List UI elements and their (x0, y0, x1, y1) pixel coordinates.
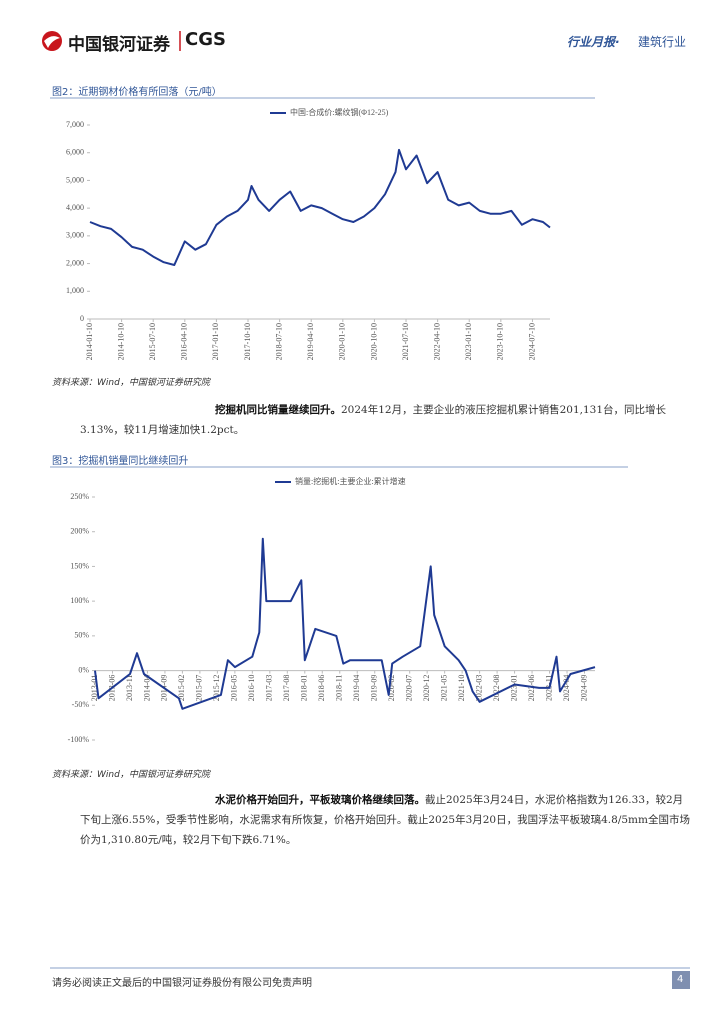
brand: 中国银河证券 (68, 35, 170, 55)
y-tick-label: 0 (80, 314, 84, 323)
x-tick-label: 2014-04 (142, 675, 151, 702)
paragraph: 挖掘机同比销量继续回升。2024年12月，主要企业的液压挖掘机累计销售201,1… (80, 400, 692, 440)
x-tick-label: 2018-01 (300, 675, 309, 702)
x-tick-label: 2016-04-10 (180, 323, 189, 360)
x-tick-label: 2021-07-10 (401, 323, 410, 360)
x-tick-label: 2020-10-10 (369, 323, 378, 360)
x-tick-label: 2023-01 (509, 675, 518, 702)
x-tick-label: 2023-01-10 (464, 323, 473, 360)
y-tick-label: -100% (68, 735, 90, 744)
x-tick-label: 2019-04-10 (306, 323, 315, 360)
data-line (94, 537, 596, 710)
x-tick-label: 2022-08 (492, 675, 501, 702)
source: 资料来源：Wind，中国银河证券研究院 (52, 378, 210, 388)
y-tick-label: 0% (78, 665, 89, 674)
x-tick-label: 2020-07 (405, 675, 414, 702)
x-tick-label: 2016-10 (247, 675, 256, 702)
page-box (672, 971, 690, 989)
x-tick-label: 2021-05 (439, 675, 448, 702)
x-tick-label: 2020-02 (387, 675, 396, 702)
x-tick-label: 2018-07-10 (274, 323, 283, 360)
paragraph: 水泥价格开始回升，平板玻璃价格继续回落。截止2025年3月24日，水泥价格指数为… (80, 790, 692, 850)
report-type: 行业月报· (567, 35, 620, 49)
x-tick-label: 2022-03 (474, 675, 483, 702)
x-tick-label: 2015-02 (177, 675, 186, 702)
x-tick-label: 2019-04 (352, 675, 361, 702)
x-tick-label: 2020-01-10 (338, 323, 347, 360)
x-tick-label: 2015-07-10 (148, 323, 157, 360)
x-tick-label: 2024-07-10 (527, 323, 536, 360)
x-tick-label: 2022-04-10 (432, 323, 441, 360)
x-tick-label: 2015-12 (212, 675, 221, 702)
x-tick-label: 2023-06 (527, 675, 536, 702)
x-tick-label: 2017-10-10 (243, 323, 252, 360)
legend-label: 销量:挖掘机:主要企业:累计增速 (295, 476, 406, 486)
x-tick-label: 2021-10 (457, 675, 466, 702)
y-tick-label: 7,000 (66, 120, 84, 129)
x-tick-label: 2014-10-10 (116, 323, 125, 360)
x-tick-label: 2020-12 (422, 675, 431, 702)
x-tick-label: 2017-08 (282, 675, 291, 702)
x-tick-label: 2017-01-10 (211, 323, 220, 360)
y-tick-label: 2,000 (66, 258, 84, 267)
x-tick-label: 2014-01-10 (85, 323, 94, 360)
y-tick-label: 200% (70, 527, 89, 536)
legend-label: 中国:合成价:螺纹钢(Φ12-25) (290, 107, 389, 117)
y-tick-label: 100% (70, 596, 89, 605)
x-tick-label: 2018-06 (317, 675, 326, 702)
figure-title: 图3：挖掘机销量同比继续回升 (52, 456, 189, 467)
y-tick-label: 50% (74, 631, 89, 640)
x-tick-label: 2024-09 (579, 675, 588, 702)
industry: 建筑行业 (638, 35, 687, 49)
x-tick-label: 2013-01 (90, 675, 99, 702)
y-tick-label: 1,000 (66, 286, 84, 295)
x-tick-label: 2023-10-10 (496, 323, 505, 360)
page-number: 4 (677, 974, 684, 985)
x-tick-label: 2018-11 (335, 675, 344, 701)
y-tick-label: 5,000 (66, 175, 84, 184)
x-tick-label: 2013-11 (125, 675, 134, 701)
x-tick-label: 2015-07 (195, 675, 204, 702)
y-tick-label: 6,000 (66, 148, 84, 157)
text: 2024年12月，主要企业的液压挖掘机累计销售201,131台，同比增长3.13… (80, 404, 667, 436)
data-line (89, 148, 551, 266)
figure-title: 图2：近期钢材价格有所回落（元/吨） (52, 87, 222, 98)
source: 资料来源：Wind，中国银河证券研究院 (52, 770, 210, 780)
lead: 水泥价格开始回升，平板玻璃价格继续回落。 (215, 794, 425, 806)
y-tick-label: 4,000 (66, 203, 84, 212)
x-tick-label: 2016-05 (230, 675, 239, 702)
y-tick-label: 150% (70, 561, 89, 570)
y-tick-label: -50% (72, 700, 90, 709)
x-tick-label: 2017-03 (265, 675, 274, 702)
y-tick-label: 250% (70, 492, 89, 501)
x-tick-label: 2024-04 (562, 675, 571, 702)
brand-en: CGS (185, 29, 226, 50)
lead: 挖掘机同比销量继续回升。 (215, 404, 341, 416)
text: 截止2025年3月24日，水泥价格指数为126.33，较2月下旬上涨6.55%，… (80, 794, 690, 846)
y-tick-label: 3,000 (66, 231, 84, 240)
x-tick-label: 2019-09 (370, 675, 379, 702)
logo-swoosh (44, 36, 60, 48)
disclaimer: 请务必阅读正文最后的中国银河证券股份有限公司免责声明 (52, 978, 312, 989)
